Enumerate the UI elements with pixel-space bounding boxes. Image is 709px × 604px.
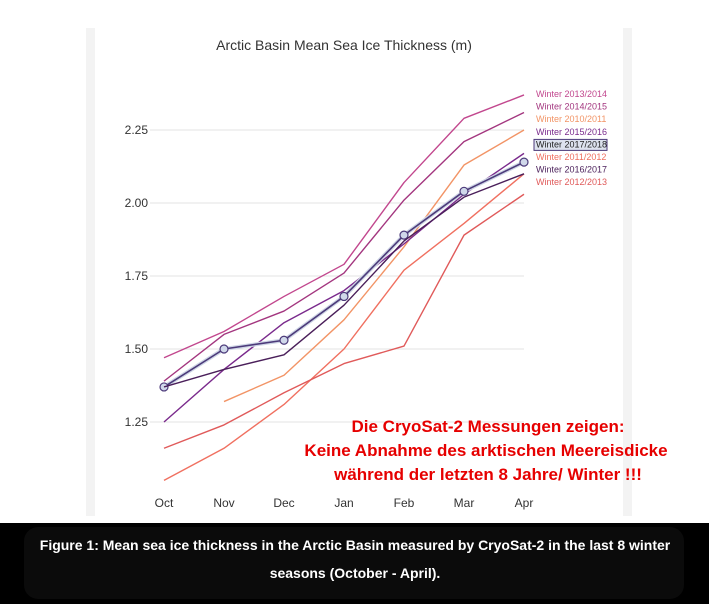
series-winter-2017-2018-point [459,186,469,196]
annotation-line-2: Keine Abnahme des arktischen Meereisdick… [304,441,667,460]
legend-label: Winter 2013/2014 [536,89,607,99]
series-winter-2017-2018-point [339,291,349,302]
caption-box [24,527,684,599]
y-tick-label: 2.25 [125,123,149,137]
caption-bar: Figure 1: Mean sea ice thickness in the … [0,523,709,604]
chart-panel [95,28,623,516]
series-winter-2016-2017-line [163,173,525,388]
series-winter-2017-2018-line [163,161,525,388]
series-winter-2011-2012-line [163,173,525,482]
y-tick-label: 1.50 [125,342,149,356]
series-winter-2014-2015-line [163,111,525,382]
series-winter-2017-2018-point [219,344,229,354]
x-tick-label: Feb [394,496,415,510]
series-winter-2010-2011-line [223,129,525,403]
annotation-line-1: Die CryoSat-2 Messungen zeigen: [351,417,624,436]
x-tick-label: Nov [213,496,234,510]
legend-label: Winter 2016/2017 [536,165,607,175]
y-tick-label: 1.75 [125,269,149,283]
chart-title: Arctic Basin Mean Sea Ice Thickness (m) [216,37,472,53]
legend-label: Winter 2017/2018 [536,139,607,149]
annotation: Die CryoSat-2 Messungen zeigen: Keine Ab… [304,417,667,484]
series-lines [159,94,529,482]
legend-label: Winter 2012/2013 [536,177,607,187]
series-winter-2015-2016-line [163,152,525,423]
series-winter-2013-2014-line [163,94,525,359]
legend-highlight-box [533,138,608,151]
y-tick-label: 2.00 [125,196,149,210]
legend-label: Winter 2011/2012 [536,152,606,162]
x-tick-label: Apr [515,496,534,510]
series-winter-2017-2018-point [279,335,289,345]
legend-label: Winter 2010/2011 [536,114,606,124]
legend-label: Winter 2015/2016 [536,127,607,137]
annotation-line-3: während der letzten 8 Jahre/ Winter !!! [333,465,642,484]
x-axis-ticks: Oct Nov Dec Jan Feb Mar Apr [155,496,534,510]
x-tick-label: Jan [334,496,353,510]
chart-svg: Arctic Basin Mean Sea Ice Thickness (m) … [125,37,668,510]
x-tick-label: Oct [155,496,174,510]
y-tick-label: 1.25 [125,415,149,429]
series-winter-2017-2018-point [519,157,529,167]
legend: Winter 2013/2014 Winter 2014/2015 Winter 2… [533,89,608,187]
y-axis-ticks: 1.25 1.50 1.75 2.00 2.25 [125,123,149,429]
x-tick-label: Dec [273,496,294,510]
figure-caption: Figure 1: Mean sea ice thickness in the … [39,537,671,581]
x-tick-label: Mar [454,496,475,510]
series-winter-2012-2013-line [163,193,525,449]
gridlines [150,129,524,423]
legend-label: Winter 2014/2015 [536,102,607,112]
series-winter-2017-2018-point [399,230,409,240]
